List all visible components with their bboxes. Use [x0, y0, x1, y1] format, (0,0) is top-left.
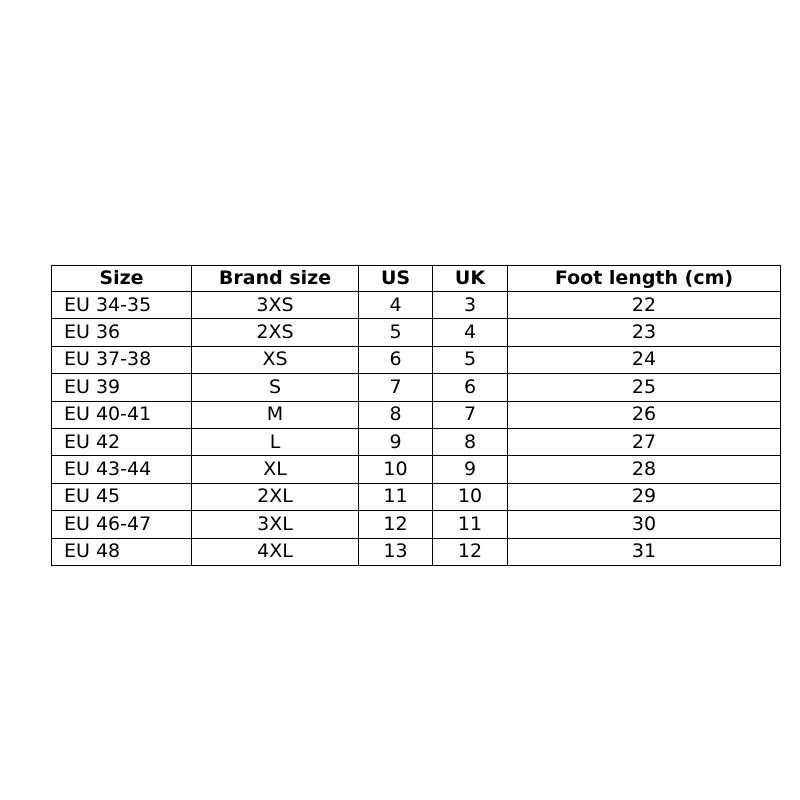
table-row: EU 43-44 XL 10 9 28 [51, 455, 781, 484]
table-cell: 5 [432, 345, 508, 375]
table-cell: 7 [432, 400, 508, 429]
table-cell: 8 [432, 427, 508, 457]
table-cell: 13 [358, 537, 433, 567]
table-row: EU 36 2XS 5 4 23 [51, 318, 781, 347]
table-cell: 5 [358, 318, 433, 347]
table-row: EU 42 L 9 8 27 [51, 427, 781, 457]
table-cell: 10 [358, 455, 433, 484]
table-row: EU 39 S 7 6 25 [51, 373, 781, 402]
table-cell: L [191, 427, 359, 457]
table-cell: 25 [507, 373, 781, 402]
table-cell: 28 [507, 455, 781, 484]
table-body: EU 34-35 3XS 4 3 22 EU 36 2XS 5 4 23 EU 37-38 XS 6 5 2… [51, 290, 781, 567]
table-cell: EU 39 [51, 373, 192, 402]
table-cell: EU 45 [51, 482, 192, 512]
table-cell: XL [191, 455, 359, 484]
table-cell: 11 [358, 482, 433, 512]
table-cell: 27 [507, 427, 781, 457]
table-cell: S [191, 373, 359, 402]
header-cell: Foot length (cm) [507, 265, 781, 292]
table-cell: 2XS [191, 318, 359, 347]
table-cell: EU 36 [51, 318, 192, 347]
table-cell: EU 48 [51, 537, 192, 567]
table-row: EU 37-38 XS 6 5 24 [51, 345, 781, 375]
table-cell: 26 [507, 400, 781, 429]
table-row: EU 48 4XL 13 12 31 [51, 537, 781, 567]
header-cell: UK [432, 265, 508, 292]
table-cell: XS [191, 345, 359, 375]
table-head: Size Brand size US UK Foot length (cm) [51, 265, 781, 292]
header-cell: Size [51, 265, 192, 292]
table-cell: 4XL [191, 537, 359, 567]
table-cell: 8 [358, 400, 433, 429]
table-cell: 6 [432, 373, 508, 402]
table-cell: 9 [358, 427, 433, 457]
table-cell: 7 [358, 373, 433, 402]
table-row: EU 45 2XL 11 10 29 [51, 482, 781, 512]
table-cell: EU 37-38 [51, 345, 192, 375]
table-cell: 9 [432, 455, 508, 484]
table-cell: 6 [358, 345, 433, 375]
table-cell: 12 [358, 510, 433, 539]
table-cell: 23 [507, 318, 781, 347]
table-cell: EU 46-47 [51, 510, 192, 539]
table-cell: 29 [507, 482, 781, 512]
table-cell: 4 [358, 290, 433, 320]
table-cell: 30 [507, 510, 781, 539]
table-cell: 10 [432, 482, 508, 512]
table-row: EU 46-47 3XL 12 11 30 [51, 510, 781, 539]
table-cell: EU 34-35 [51, 290, 192, 320]
header-cell: US [358, 265, 433, 292]
table-cell: 11 [432, 510, 508, 539]
table-cell: 2XL [191, 482, 359, 512]
header-row: Size Brand size US UK Foot length (cm) [51, 265, 781, 292]
table-cell: 3XS [191, 290, 359, 320]
table-cell: EU 42 [51, 427, 192, 457]
size-table: Size Brand size US UK Foot length (cm) EU 34… [51, 265, 781, 567]
header-cell: Brand size [191, 265, 359, 292]
table-cell: EU 43-44 [51, 455, 192, 484]
table-row: EU 34-35 3XS 4 3 22 [51, 290, 781, 320]
table-cell: 31 [507, 537, 781, 567]
table-cell: 4 [432, 318, 508, 347]
table-cell: 24 [507, 345, 781, 375]
table-row: EU 40-41 M 8 7 26 [51, 400, 781, 429]
table-cell: 12 [432, 537, 508, 567]
table-cell: EU 40-41 [51, 400, 192, 429]
table-cell: 3 [432, 290, 508, 320]
table-cell: 3XL [191, 510, 359, 539]
table-cell: M [191, 400, 359, 429]
table-cell: 22 [507, 290, 781, 320]
